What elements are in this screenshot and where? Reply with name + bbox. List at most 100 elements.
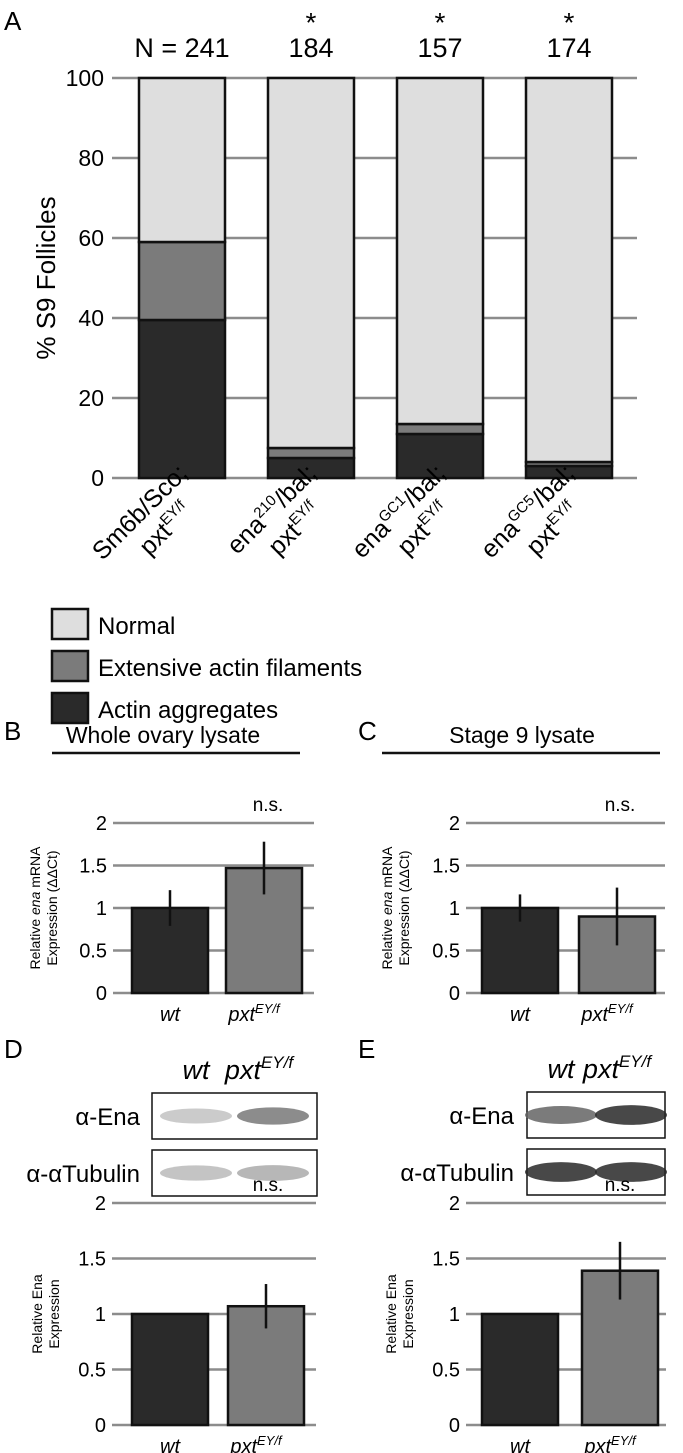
blot-row-label: α-Ena [75,1104,140,1131]
y-tick-label: 1.5 [432,856,460,878]
significance-star: * [435,7,446,38]
y-axis-label: Relative Ena [383,1274,399,1354]
legend-label: Actin aggregates [98,697,278,724]
blot-band [595,1105,667,1125]
label-text: Relative Ena [383,1274,399,1354]
y-tick-label: 2 [96,813,107,835]
blot-row-label: α-Ena [449,1103,514,1130]
panel-letter-e: E [358,1034,375,1064]
y-tick-label: 0 [96,983,107,1005]
y-axis-label: Relative Ena [29,1274,45,1354]
y-axis-label: Expression [400,1279,416,1348]
y-tick-label: 0 [91,465,104,491]
label-text: wt [548,1054,576,1084]
label-text: wt [510,1004,531,1026]
legend-label: Extensive actin filaments [98,655,362,682]
x-tick-label: pxtEY/f [583,1433,637,1453]
label-text-italic: ena [27,891,43,915]
blot-row-label: α-αTubulin [400,1160,514,1187]
legend: Normal Extensive actin filaments Actin agg… [50,607,362,725]
label-text: pxt [224,1055,263,1085]
panel-e-western-blot: wt pxtEY/f α-Ena α-αTubulin [400,1052,667,1196]
y-axis-label-group: Relative ena mRNA Expression (ΔΔCt) [27,846,60,970]
label-text: wt [160,1004,181,1026]
x-tick-label: wt [160,1004,181,1026]
y-tick-label: 1 [96,898,107,920]
panel-letter-c: C [358,716,377,746]
legend-label: Normal [98,613,175,640]
legend-swatch [50,607,90,641]
significance-annotation: n.s. [605,795,636,816]
x-tick-label: pxtEY/f [580,1001,634,1026]
y-tick-label: 0.5 [432,1360,460,1382]
x-tick-label: pxtEY/f [229,1433,283,1453]
y-tick-label: 1 [449,898,460,920]
chart-title: Whole ovary lysate [66,722,260,748]
n-label: 174 [546,33,591,63]
y-tick-label: 0 [449,983,460,1005]
blot-band [525,1162,597,1182]
y-tick-label: 1 [95,1304,106,1326]
y-axis-label-group: Relative ena mRNA Expression (ΔΔCt) [379,846,412,970]
bar-segment [395,76,485,426]
significance-annotation: n.s. [605,1175,636,1196]
label-superscript: EY/f [257,1433,283,1448]
y-axis-label: Relative ena mRNA [27,846,43,970]
lane-label: pxtEY/f [224,1053,295,1085]
label-text: pxt [580,1004,609,1026]
label-text: mRNA [27,846,43,892]
y-tick-label: 1.5 [432,1249,460,1271]
y-tick-label: 1.5 [79,856,107,878]
blot-band [525,1106,597,1124]
label-text: pxt [583,1436,612,1453]
y-tick-label: 60 [78,225,104,251]
blot-band [160,1108,232,1124]
label-superscript: EY/f [611,1433,637,1448]
y-axis-label: Expression (ΔΔCt) [44,850,60,965]
label-text-italic: ena [379,891,395,915]
y-axis-label: % S9 Follicles [31,196,61,359]
y-axis-label: Expression [46,1279,62,1348]
y-tick-label: 0.5 [78,1360,106,1382]
label-superscript: EY/f [261,1053,295,1072]
y-tick-label: 2 [95,1193,106,1215]
lane-label: pxtEY/f [582,1052,653,1084]
bar-segment [266,76,356,450]
bar [480,906,560,995]
n-label: N = 241 [134,33,229,63]
lane-label: wt [183,1055,211,1085]
label-text: Relative [27,915,43,969]
y-tick-label: 0 [95,1415,106,1437]
y-tick-label: 100 [66,65,104,91]
blot-band [237,1165,309,1181]
bar-segment [137,76,227,244]
label-superscript: EY/f [619,1052,653,1071]
panel-d-chart: 0 0.5 1 1.5 2 wt pxtEY/f n.s. Relative Ena Expres… [29,1175,316,1453]
y-tick-label: 20 [78,385,104,411]
n-label: 184 [288,33,333,63]
y-axis-label: Relative ena mRNA [379,846,395,970]
n-label: 157 [417,33,462,63]
bar-segment [395,432,485,480]
blot-band [160,1165,232,1181]
x-tick-label: pxtEY/f [227,1001,281,1026]
y-axis-label-group: Relative Ena Expression [383,1274,416,1354]
label-text: pxt [582,1054,621,1084]
chart-title: Stage 9 lysate [449,722,595,748]
lane-label: wt [548,1054,576,1084]
y-tick-label: 40 [78,305,104,331]
label-text: wt [183,1055,211,1085]
bar-segment [137,318,227,480]
bar-segment [524,76,614,464]
label-superscript: EY/f [255,1001,281,1016]
y-tick-label: 0.5 [432,941,460,963]
label-text: wt [160,1436,181,1453]
legend-swatch [50,691,90,725]
x-tick-label: wt [510,1436,531,1453]
label-text: mRNA [379,846,395,892]
y-tick-label: 80 [78,145,104,171]
